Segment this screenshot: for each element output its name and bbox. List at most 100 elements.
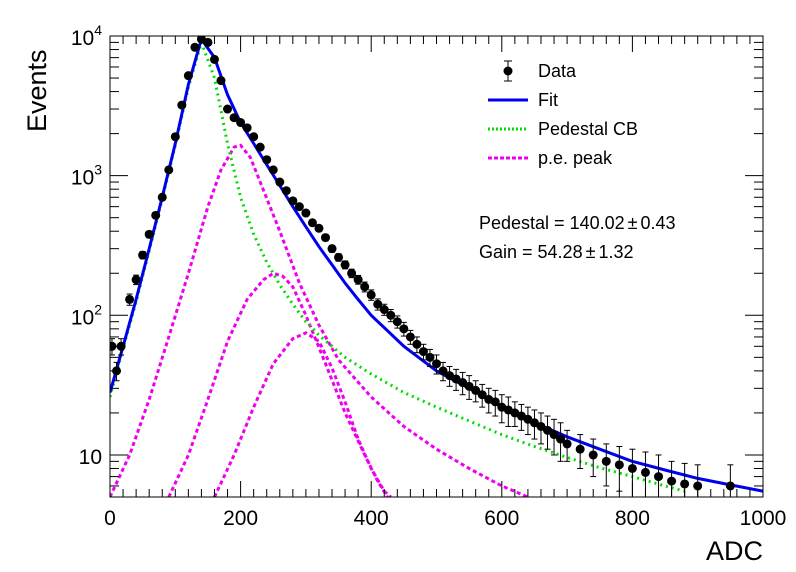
data-point [190,42,200,52]
y-tick-label: 103 [71,162,102,190]
series-pedestal-cb [110,37,685,493]
legend-entry-data: Data [503,60,577,82]
data-point [477,390,487,400]
x-axis: 0 200 400 600 800 1000 [104,36,786,530]
series-p-e-peak-2 [167,271,389,497]
legend-label: Data [538,61,577,81]
data-point [209,54,219,64]
data-points [110,36,735,497]
data-point [229,113,239,123]
data-point [360,282,370,292]
data-point [307,218,317,228]
series-p-e-peak-1 [110,143,529,497]
data-point [529,418,539,428]
data-point [151,210,161,220]
data-point [601,456,611,466]
data-point [549,430,559,440]
data-point [281,186,291,196]
data-point [334,252,344,262]
series-fit [110,36,763,493]
data-point [157,192,167,202]
y-tick-label: 104 [71,22,102,50]
fit-stats: Pedestal = 140.02 ±0.43 Gain = 54.28 ±1.32 [479,213,676,262]
data-point [216,76,226,86]
data-point [536,421,546,431]
data-point [116,341,126,351]
y-tick-label: 102 [71,301,102,329]
data-point [562,439,572,449]
pedestal-stat-pm: ± [628,213,638,233]
data-point [223,104,233,114]
legend-label: Fit [538,90,558,110]
gain-stat-pm: ± [586,242,596,262]
data-point [693,481,703,491]
data-point [575,444,585,454]
data-point [236,118,246,128]
legend-swatch-marker [503,66,513,76]
data-point [327,244,337,254]
data-point [471,385,481,395]
data-point [379,305,389,315]
data-point [294,202,304,212]
data-point [667,476,677,486]
data-point [177,100,187,110]
data-point [432,359,441,369]
data-point [242,123,252,133]
pedestal-stat-error: 0.43 [641,213,676,233]
x-tick-label: 200 [223,507,258,530]
data-point [203,37,213,47]
data-point [412,339,422,349]
pedestal-stat-value: Pedestal = 140.02 [479,213,625,233]
data-point [347,268,357,278]
data-point [627,463,637,473]
data-point [556,434,566,444]
data-point [366,290,376,300]
data-point [386,310,396,320]
data-point [353,275,363,285]
data-point [405,332,415,342]
y-axis: 104 103 102 10 [71,22,763,498]
data-point [170,132,180,142]
data-point [249,132,259,142]
legend-label: Pedestal CB [538,119,638,139]
plot-curves [110,36,763,497]
data-point [340,260,350,270]
x-tick-label: 800 [615,507,650,530]
data-point [320,233,330,243]
data-point [640,467,650,477]
data-point [288,196,298,206]
legend: Data Fit Pedestal CB p.e. peak [488,60,638,168]
x-tick-label: 600 [484,507,519,530]
data-point [425,352,435,362]
data-point [418,347,428,357]
data-point [543,425,553,435]
data-point [183,71,193,81]
legend-entry-p-e-peak: p.e. peak [488,148,613,168]
data-point [464,381,474,391]
data-point [438,366,448,376]
data-point [138,250,148,260]
data-point [458,378,468,388]
x-tick-label: 1000 [740,507,787,530]
data-point [262,155,272,165]
data-point [164,165,174,175]
y-tick-label: 10 [79,446,102,469]
data-point [654,472,664,482]
data-point [131,275,141,285]
data-point [490,397,500,407]
data-point [399,324,409,334]
data-point [125,294,135,304]
data-point [314,223,324,233]
data-point [588,450,598,460]
y-axis-title: Events [22,49,52,132]
legend-entry-pedestal-cb: Pedestal CB [488,119,638,139]
data-point [275,177,285,187]
data-point [301,208,311,218]
x-tick-label: 400 [354,507,389,530]
data-point [144,229,154,239]
data-point [373,299,383,309]
gain-stat-value: Gain = 54.28 [479,242,583,262]
x-tick-label: 0 [104,507,116,530]
